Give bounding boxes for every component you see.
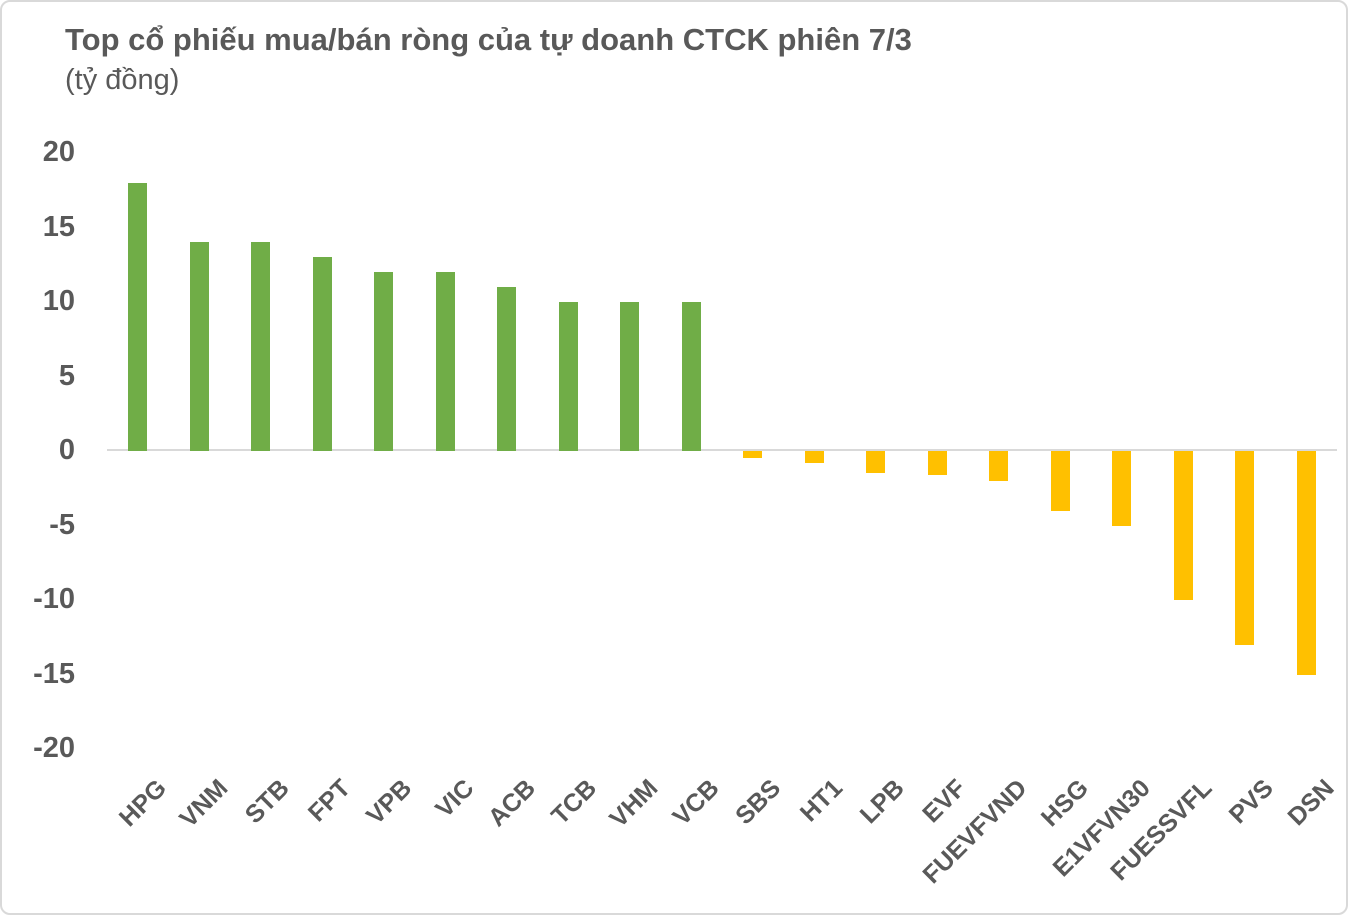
- x-axis-label-HT1: HT1: [794, 774, 849, 828]
- bar-VHM: [620, 302, 640, 451]
- x-axis-label-EVF: EVF: [916, 774, 972, 829]
- x-axis-label-VNM: VNM: [173, 774, 234, 834]
- y-axis-tick-label: 0: [58, 434, 75, 466]
- x-axis-label-DSN: DSN: [1282, 774, 1341, 832]
- bar-PVS: [1235, 451, 1255, 645]
- x-axis-label-STB: STB: [239, 774, 295, 830]
- x-axis-label-PVS: PVS: [1223, 774, 1279, 830]
- y-axis: 20 15 10 5 0 -5 -10 -15 -20: [0, 0, 75, 919]
- x-axis-label-LPB: LPB: [854, 774, 910, 830]
- x-axis-label-FPT: FPT: [302, 774, 357, 828]
- x-axis-label-VCB: VCB: [667, 774, 726, 832]
- y-axis-tick-label: 10: [42, 285, 75, 317]
- bar-FUESSVFL: [1173, 451, 1193, 600]
- bar-VPB: [374, 272, 394, 451]
- y-axis-tick-label: 20: [42, 136, 75, 168]
- y-axis-tick-label: -15: [33, 657, 75, 690]
- zero-axis-line: [107, 449, 1337, 451]
- x-axis-label-VHM: VHM: [604, 774, 664, 834]
- x-axis-label-TCB: TCB: [545, 774, 603, 831]
- bar-VIC: [435, 272, 455, 451]
- bar-LPB: [866, 451, 886, 474]
- bar-EVF: [927, 451, 947, 475]
- bar-VCB: [681, 302, 701, 451]
- bar-DSN: [1296, 451, 1316, 675]
- x-axis-label-HPG: HPG: [113, 774, 172, 833]
- x-axis-label-VIC: VIC: [429, 774, 480, 824]
- bar-FPT: [312, 257, 332, 451]
- y-axis-tick-label: -10: [33, 583, 75, 615]
- bar-SBS: [743, 451, 763, 459]
- x-axis-label-VPB: VPB: [361, 774, 418, 831]
- x-axis-label-SBS: SBS: [730, 774, 787, 831]
- y-axis-tick-label: -5: [49, 508, 75, 541]
- plot-area: [107, 152, 1337, 748]
- bar-STB: [251, 242, 271, 451]
- bar-E1VFVN30: [1112, 451, 1132, 526]
- y-axis-tick-label: 5: [58, 359, 75, 392]
- bar-TCB: [558, 302, 578, 451]
- y-axis-tick-label: 15: [42, 210, 75, 243]
- y-axis-tick-label: -20: [33, 732, 75, 764]
- x-axis-label-ACB: ACB: [482, 774, 541, 833]
- chart-title: Top cổ phiếu mua/bán ròng của tự doanh C…: [65, 22, 912, 57]
- bar-ACB: [497, 287, 517, 451]
- bar-HSG: [1050, 451, 1070, 511]
- bar-HPG: [128, 182, 148, 451]
- bar-VNM: [189, 242, 209, 451]
- chart-unit-label: (tỷ đồng): [65, 64, 180, 96]
- bar-HT1: [804, 451, 824, 463]
- bar-FUEVFVND: [989, 451, 1009, 481]
